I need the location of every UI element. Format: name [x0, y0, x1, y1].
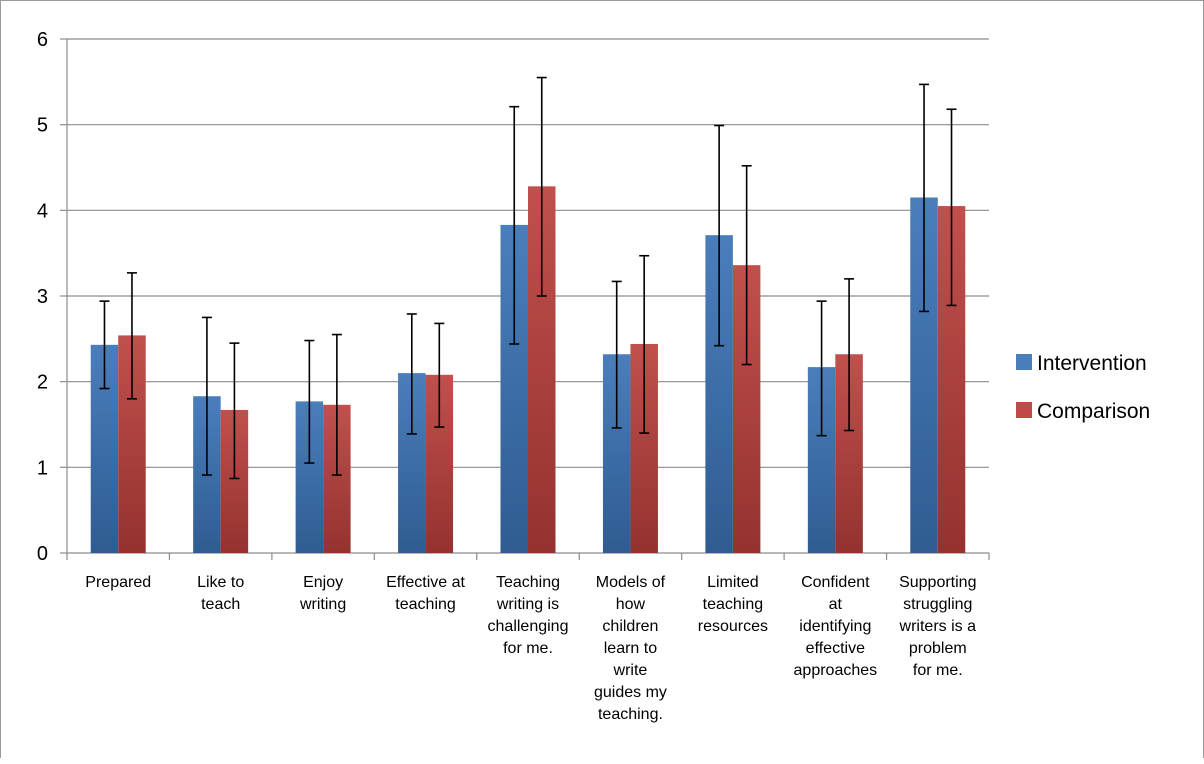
x-tick-label: Enjoy writing: [299, 574, 346, 613]
x-tick-label: Prepared: [85, 574, 151, 591]
x-tick-label: Models of how children learn to write guides …: [594, 574, 667, 723]
y-tick-label: 4: [37, 200, 48, 222]
legend-swatch-comparison: [1016, 402, 1032, 418]
x-tick-label: Like to teach: [197, 574, 244, 613]
y-tick-label: 5: [37, 115, 48, 137]
y-tick-label: 0: [37, 543, 48, 565]
error-bars: [99, 76, 957, 480]
x-tick-labels: Prepared Like to teach Enjoy writing Effectiv…: [85, 574, 976, 723]
y-tick-label: 6: [37, 29, 48, 51]
y-tick-label: 2: [37, 372, 48, 394]
y-tick-label: 1: [37, 457, 48, 479]
x-tick-label: Effective at teaching: [386, 574, 465, 613]
bars: [90, 186, 966, 554]
y-tick-labels: 0 1 2 3 4 5 6: [37, 29, 48, 565]
legend: Intervention Comparison: [1016, 352, 1150, 423]
x-tick-label: Teaching writing is challenging for me.: [488, 574, 569, 657]
legend-swatch-intervention: [1016, 354, 1032, 370]
legend-label-comparison: Comparison: [1037, 400, 1150, 423]
x-tick-label: Supporting struggling writers is a problem f…: [899, 574, 977, 679]
y-tick-label: 3: [37, 286, 48, 308]
x-tick-label: Limited teaching resources: [698, 574, 768, 635]
legend-label-intervention: Intervention: [1037, 352, 1147, 375]
x-tick-label: Confident at identifying effective approache…: [794, 574, 878, 679]
